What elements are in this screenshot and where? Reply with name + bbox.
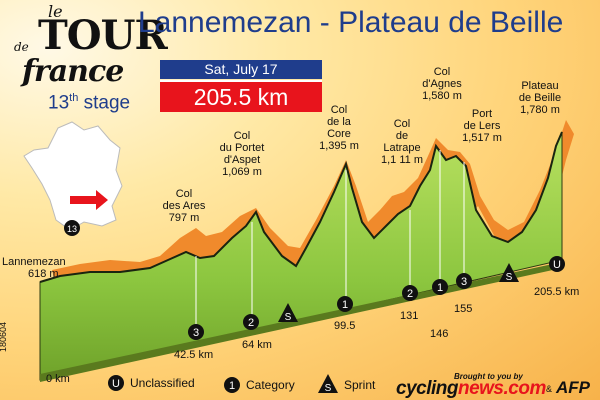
- start-altitude: 618 m: [28, 268, 59, 280]
- climb-core-name-3: Core: [327, 128, 351, 140]
- category-marker-beille-text: U: [553, 259, 561, 271]
- legend-category-icon: [224, 377, 240, 393]
- climb-label-core: Col de la Core 1,395 m: [312, 104, 366, 152]
- stage-number: 13: [48, 92, 70, 114]
- category-marker-latrape-text: 2: [407, 288, 413, 300]
- category-marker-core: [337, 296, 353, 312]
- climb-core-name-2: de la: [327, 116, 351, 128]
- km-label-lers: 155: [454, 303, 473, 315]
- category-marker-ares-text: 3: [193, 327, 199, 339]
- legend-category-symbol: 1: [229, 380, 235, 392]
- map-stage-marker: [64, 220, 80, 236]
- climb-label-ares: Col des Ares 797 m: [158, 188, 210, 224]
- category-marker-beille: [549, 256, 565, 272]
- climb-lers-altitude: 1,517 m: [462, 132, 502, 144]
- climb-portet-name-2: du Portet: [219, 142, 265, 154]
- graphic-code: 180604: [0, 321, 8, 352]
- climb-label-agnes: Col d'Agnes 1,580 m: [414, 66, 470, 102]
- category-marker-lers: [456, 273, 472, 289]
- sprint-marker-2-text: S: [506, 272, 513, 283]
- km-label-latrape: 131: [400, 310, 419, 322]
- km-label-portet: 64 km: [242, 339, 272, 351]
- climb-agnes-name-1: Col: [433, 66, 451, 78]
- logo-le: le: [48, 2, 63, 21]
- stage-number-label: 13th stage: [48, 92, 130, 114]
- climb-ares-altitude: 797 m: [168, 212, 200, 224]
- climb-label-portet: Col du Portet d'Aspet 1,069 m: [212, 130, 272, 178]
- profile-floor: [40, 262, 562, 382]
- climb-agnes-name-2: d'Agnes: [422, 78, 462, 90]
- category-marker-portet-text: 2: [248, 317, 254, 329]
- cyclingnews-news: news.com: [457, 378, 546, 399]
- climb-latrape-name-1: Col: [393, 118, 411, 130]
- climb-lers-name-1: Port: [471, 108, 493, 120]
- climb-lers-name-2: de Lers: [463, 120, 501, 132]
- legend-category-label: Category: [246, 378, 295, 392]
- distance-box: 205.5 km: [160, 80, 322, 112]
- stage-word: stage: [83, 92, 131, 114]
- legend-unclassified-icon: [108, 375, 124, 391]
- km-label-ares: 42.5 km: [174, 349, 214, 361]
- km-label-agnes: 146: [430, 328, 449, 340]
- logo-france: france: [22, 54, 124, 89]
- climb-latrape-altitude: 1,1 11 m: [381, 154, 423, 166]
- km-marker-lines: [195, 150, 465, 328]
- legend-unclassified-label: Unclassified: [130, 376, 195, 390]
- france-map: 13: [23, 121, 123, 236]
- climb-latrape-name-2: de: [395, 130, 409, 142]
- legend-sprint-symbol: S: [325, 383, 332, 394]
- stage-suffix: th: [69, 92, 79, 104]
- climb-beille-name-2: de Beille: [518, 92, 562, 104]
- logo-de: de: [14, 40, 29, 54]
- map-stage-marker-text: 13: [67, 224, 77, 234]
- tour-de-france-logo: le TOUR de france: [8, 2, 168, 102]
- climb-ares-name-2: des Ares: [162, 200, 206, 212]
- date-box: Sat, July 17: [160, 60, 322, 79]
- km-label-finish: 205.5 km: [534, 286, 580, 298]
- profile-ridge-line: [39, 131, 563, 283]
- climb-latrape-name-3: Latrape: [383, 142, 421, 154]
- category-marker-agnes: [432, 279, 448, 295]
- sprint-marker-2: [499, 263, 519, 282]
- climb-beille-altitude: 1,780 m: [520, 104, 560, 116]
- cyclingnews-logo: cyclingnews.com: [396, 378, 546, 400]
- climb-beille-name-1: Plateau: [521, 80, 559, 92]
- climb-label-beille: Plateau de Beille 1,780 m: [512, 80, 568, 116]
- sprint-marker-1-text: S: [285, 312, 292, 323]
- credit-ampersand: &: [546, 384, 553, 394]
- legend-sprint-label: Sprint: [344, 378, 376, 392]
- stage-title: Lannemezan - Plateau de Beille: [138, 6, 564, 39]
- climb-ares-name-1: Col: [175, 188, 193, 200]
- climb-portet-name-3: d'Aspet: [223, 154, 261, 166]
- climb-portet-altitude: 1,069 m: [222, 166, 262, 178]
- legend-unclassified-symbol: U: [112, 378, 120, 390]
- km-label-start: 0 km: [46, 373, 70, 385]
- france-map-arrow-icon: [70, 190, 108, 210]
- km-label-core: 99.5: [334, 320, 356, 332]
- logo-tour: TOUR: [38, 12, 168, 59]
- afp-logo: AFP: [556, 378, 590, 397]
- category-marker-lers-text: 3: [461, 276, 467, 288]
- sprint-marker-1: [278, 303, 298, 322]
- climb-core-name-1: Col: [330, 104, 348, 116]
- climb-label-latrape: Col de Latrape 1,1 11 m: [374, 118, 430, 166]
- start-label: Lannemezan 618 m: [2, 256, 66, 280]
- climb-agnes-altitude: 1,580 m: [422, 90, 462, 102]
- climb-portet-name-1: Col: [233, 130, 251, 142]
- category-marker-ares: [188, 324, 204, 340]
- credit-brought: Brought to you by: [454, 372, 523, 381]
- climb-core-altitude: 1,395 m: [319, 140, 359, 152]
- category-marker-portet: [243, 314, 259, 330]
- climb-label-lers: Port de Lers 1,517 m: [454, 108, 510, 144]
- category-marker-latrape: [402, 285, 418, 301]
- category-marker-core-text: 1: [342, 299, 348, 311]
- category-marker-agnes-text: 1: [437, 282, 443, 294]
- legend-sprint-icon: [318, 374, 338, 393]
- cyclingnews-cycling: cycling: [396, 378, 458, 399]
- start-name: Lannemezan: [2, 256, 66, 268]
